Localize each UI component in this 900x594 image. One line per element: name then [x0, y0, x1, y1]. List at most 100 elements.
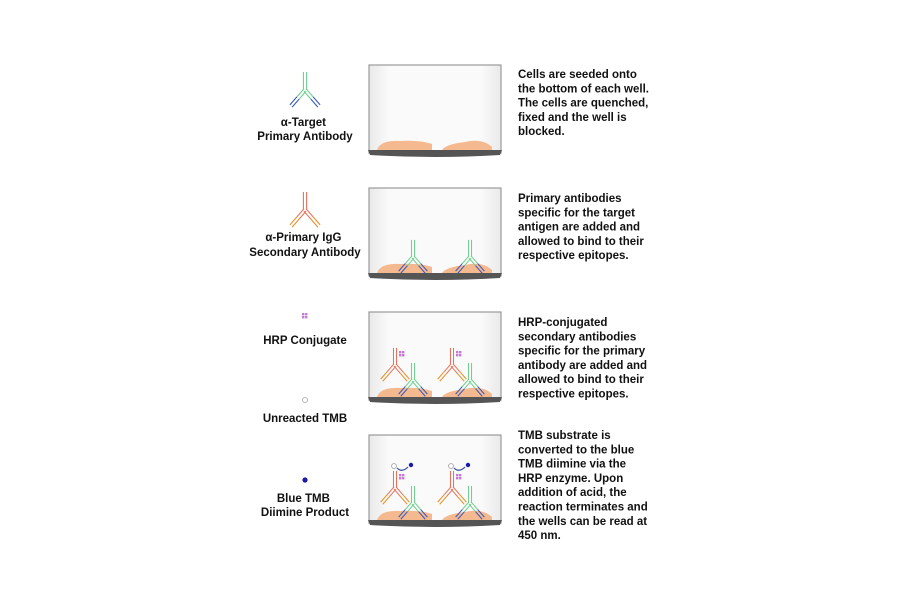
antibody-light-chain: [312, 96, 321, 106]
antibody-arm: [468, 380, 476, 390]
bound-hrp-icon: [399, 474, 405, 480]
antibody-light-chain: [455, 509, 463, 518]
hrp-dot: [459, 477, 462, 480]
well-base: [368, 520, 502, 527]
cell: [377, 140, 432, 150]
well-1: [368, 64, 502, 157]
description-line: respective epitopes.: [518, 250, 629, 262]
antibody-light-chain: [418, 388, 426, 397]
molecules: [289, 72, 485, 520]
hrp-dot: [399, 474, 402, 477]
unreacted-tmb: [448, 463, 454, 469]
hrp-dot: [459, 474, 462, 477]
antibody-arm: [411, 503, 419, 513]
antibody-light-chain: [291, 98, 300, 108]
antibody-arm: [393, 365, 401, 375]
antibody-light-chain: [291, 218, 300, 228]
antibody-light-chain: [439, 373, 447, 382]
antibody-arm: [470, 378, 479, 387]
bound-secondary-antibody: [380, 470, 410, 505]
antibody-arm: [468, 503, 476, 513]
antibody-arm: [404, 501, 413, 510]
description-line: Cells are seeded onto: [518, 69, 637, 81]
description-line: addition of acid, the: [518, 487, 627, 499]
hrp-dot: [399, 477, 402, 480]
antibody-arm: [461, 378, 470, 387]
reaction-arrow: [453, 466, 466, 471]
antibody-light-chain: [437, 494, 445, 503]
cell: [442, 140, 492, 150]
legend-unreacted-tmb-label: Unreacted TMB: [263, 413, 347, 425]
antibody-light-chain: [455, 263, 463, 272]
description-line: Primary antibodies: [518, 193, 622, 205]
well-base: [368, 150, 502, 157]
antibody-light-chain: [312, 216, 321, 226]
hrp-dot: [402, 351, 405, 354]
antibody-arm: [450, 365, 458, 375]
description-line: antigen are added and: [518, 222, 640, 234]
bound-primary-antibody: [398, 362, 428, 397]
antibody-arm: [443, 486, 452, 495]
well-wall: [368, 311, 502, 401]
antibody-light-chain: [398, 263, 406, 272]
wells: [368, 64, 502, 527]
description-line: blocked.: [518, 126, 565, 138]
antibody-arm: [404, 378, 413, 387]
hrp-dot: [399, 351, 402, 354]
antibody-light-chain: [310, 218, 319, 228]
description-line: 450 nm.: [518, 530, 561, 542]
bound-secondary-antibody: [437, 470, 467, 505]
antibody-light-chain: [459, 371, 467, 380]
antibody-light-chain: [457, 373, 465, 382]
well-wall: [368, 434, 502, 524]
legend-secondary-antibody-label: α-Primary IgG Secondary Antibody: [249, 232, 361, 259]
well-3: [368, 311, 502, 404]
antibody-light-chain: [289, 96, 298, 106]
hrp-dot: [456, 474, 459, 477]
antibody-light-chain: [400, 511, 408, 520]
antibody-light-chain: [420, 386, 428, 395]
description-line: The cells are quenched,: [518, 98, 648, 110]
bound-secondary-antibody: [437, 347, 467, 382]
reaction-arrow: [396, 466, 409, 471]
description-line: secondary antibodies: [518, 331, 636, 343]
antibody-light-chain: [418, 511, 426, 520]
antibody-light-chain: [457, 496, 465, 505]
bound-primary-antibody: [398, 485, 428, 520]
bound-secondary-antibody: [380, 347, 410, 382]
antibody-arm: [386, 486, 395, 495]
antibody-light-chain: [457, 388, 465, 397]
hrp-dot: [456, 351, 459, 354]
antibody-light-chain: [477, 386, 485, 395]
description-line: reaction terminates and: [518, 502, 648, 514]
blue-tmb-product: [408, 462, 414, 468]
antibody-arm: [452, 486, 461, 495]
description-line: TMB diimine via the: [518, 459, 626, 471]
blue-tmb-product: [465, 462, 471, 468]
hrp-dot: [402, 474, 405, 477]
well-wall: [368, 64, 502, 154]
antibody-light-chain: [400, 373, 408, 382]
antibody-light-chain: [457, 265, 465, 274]
antibody-arm: [395, 363, 404, 372]
legend-primary-antibody-label: α-Target Primary Antibody: [257, 117, 353, 143]
antibody-arm: [461, 501, 470, 510]
antibody-arm: [470, 255, 479, 264]
antibody-light-chain: [289, 216, 298, 226]
well-base: [368, 397, 502, 404]
antibody-light-chain: [439, 496, 447, 505]
antibody-arm: [470, 501, 479, 510]
hrp-dot: [459, 351, 462, 354]
bound-hrp-icon: [399, 351, 405, 357]
description-line: HRP-conjugated: [518, 317, 607, 329]
hrp-dot: [305, 316, 308, 319]
hrp-dot: [302, 316, 305, 319]
antibody-light-chain: [382, 496, 390, 505]
well-4: [368, 434, 502, 527]
antibody-light-chain: [475, 265, 483, 274]
antibody-light-chain: [380, 494, 388, 503]
bound-primary-antibody: [455, 362, 485, 397]
antibody-light-chain: [420, 509, 428, 518]
